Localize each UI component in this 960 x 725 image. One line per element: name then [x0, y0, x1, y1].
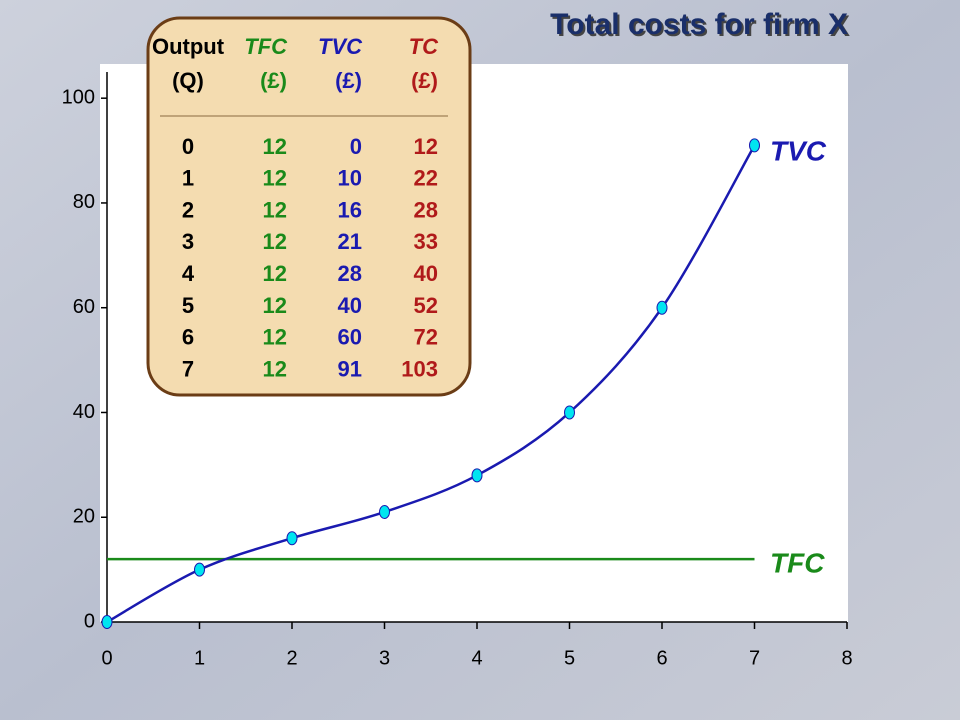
table-cell: 6 [182, 325, 194, 350]
table-cell: 28 [414, 197, 438, 222]
table-cell: 12 [414, 134, 438, 159]
y-tick-label: 20 [73, 506, 95, 528]
chart-title: Total costs for firm X [550, 8, 848, 41]
y-tick-label: 80 [73, 191, 95, 213]
x-tick-label: 5 [564, 647, 575, 669]
table-header: Output [152, 34, 225, 59]
table-cell: 60 [338, 325, 362, 350]
table-cell: 12 [263, 134, 287, 159]
table-cell: 28 [338, 261, 362, 286]
point-marker [564, 405, 575, 420]
y-tick-label: 100 [62, 86, 95, 108]
table-cell: 40 [338, 293, 362, 318]
table-cell: 5 [182, 293, 194, 318]
table-cell: 12 [263, 166, 287, 191]
series-label: TVC [770, 136, 827, 167]
table-header: TC [409, 34, 439, 59]
point-marker [101, 615, 113, 629]
point-marker [656, 300, 668, 315]
table-cell: 33 [414, 229, 438, 254]
table-cell: 21 [338, 229, 362, 254]
y-tick-label: 0 [84, 610, 95, 632]
table-header: TVC [318, 34, 363, 59]
table-cell: 12 [263, 325, 287, 350]
table-cell: 0 [182, 134, 194, 159]
table-cell: 12 [263, 293, 287, 318]
table-header: (£) [335, 68, 362, 93]
y-tick-label: 60 [73, 296, 95, 318]
x-tick-label: 1 [194, 647, 205, 669]
table-cell: 10 [338, 166, 362, 191]
table-cell: 12 [263, 229, 287, 254]
table-cell: 12 [263, 261, 287, 286]
table-header: TFC [244, 34, 288, 59]
title-shadow: Total costs for firm X [552, 10, 850, 43]
point-marker [471, 468, 483, 483]
point-marker [286, 531, 298, 546]
table-cell: 2 [182, 197, 194, 222]
x-tick-label: 6 [656, 647, 667, 669]
table-cell: 72 [414, 325, 438, 350]
x-tick-label: 0 [101, 647, 112, 669]
table-cell: 12 [263, 356, 287, 381]
table-cell: 7 [182, 356, 194, 381]
x-tick-label: 3 [379, 647, 390, 669]
table-cell: 16 [338, 197, 362, 222]
x-tick-label: 8 [841, 647, 852, 669]
x-tick-label: 2 [286, 647, 297, 669]
table-header: (£) [260, 68, 287, 93]
y-tick-label: 40 [73, 401, 95, 423]
table-cell: 40 [414, 261, 438, 286]
table-cell: 0 [350, 134, 362, 159]
point-marker [379, 505, 390, 519]
table-cell: 91 [338, 356, 362, 381]
x-tick-label: 4 [471, 647, 482, 669]
table-box [146, 16, 472, 397]
table-cell: 3 [182, 229, 194, 254]
table-header: (Q) [172, 68, 204, 93]
point-marker [749, 138, 760, 153]
point-marker [194, 562, 205, 577]
table-cell: 1 [182, 166, 194, 191]
table-cell: 52 [414, 293, 438, 318]
table-cell: 4 [182, 261, 195, 286]
x-tick-label: 7 [749, 647, 760, 669]
table-header: (£) [411, 68, 438, 93]
table-cell: 12 [263, 197, 287, 222]
series-label: TFC [770, 548, 825, 579]
table-cell: 22 [414, 166, 438, 191]
table-cell: 103 [401, 356, 438, 381]
